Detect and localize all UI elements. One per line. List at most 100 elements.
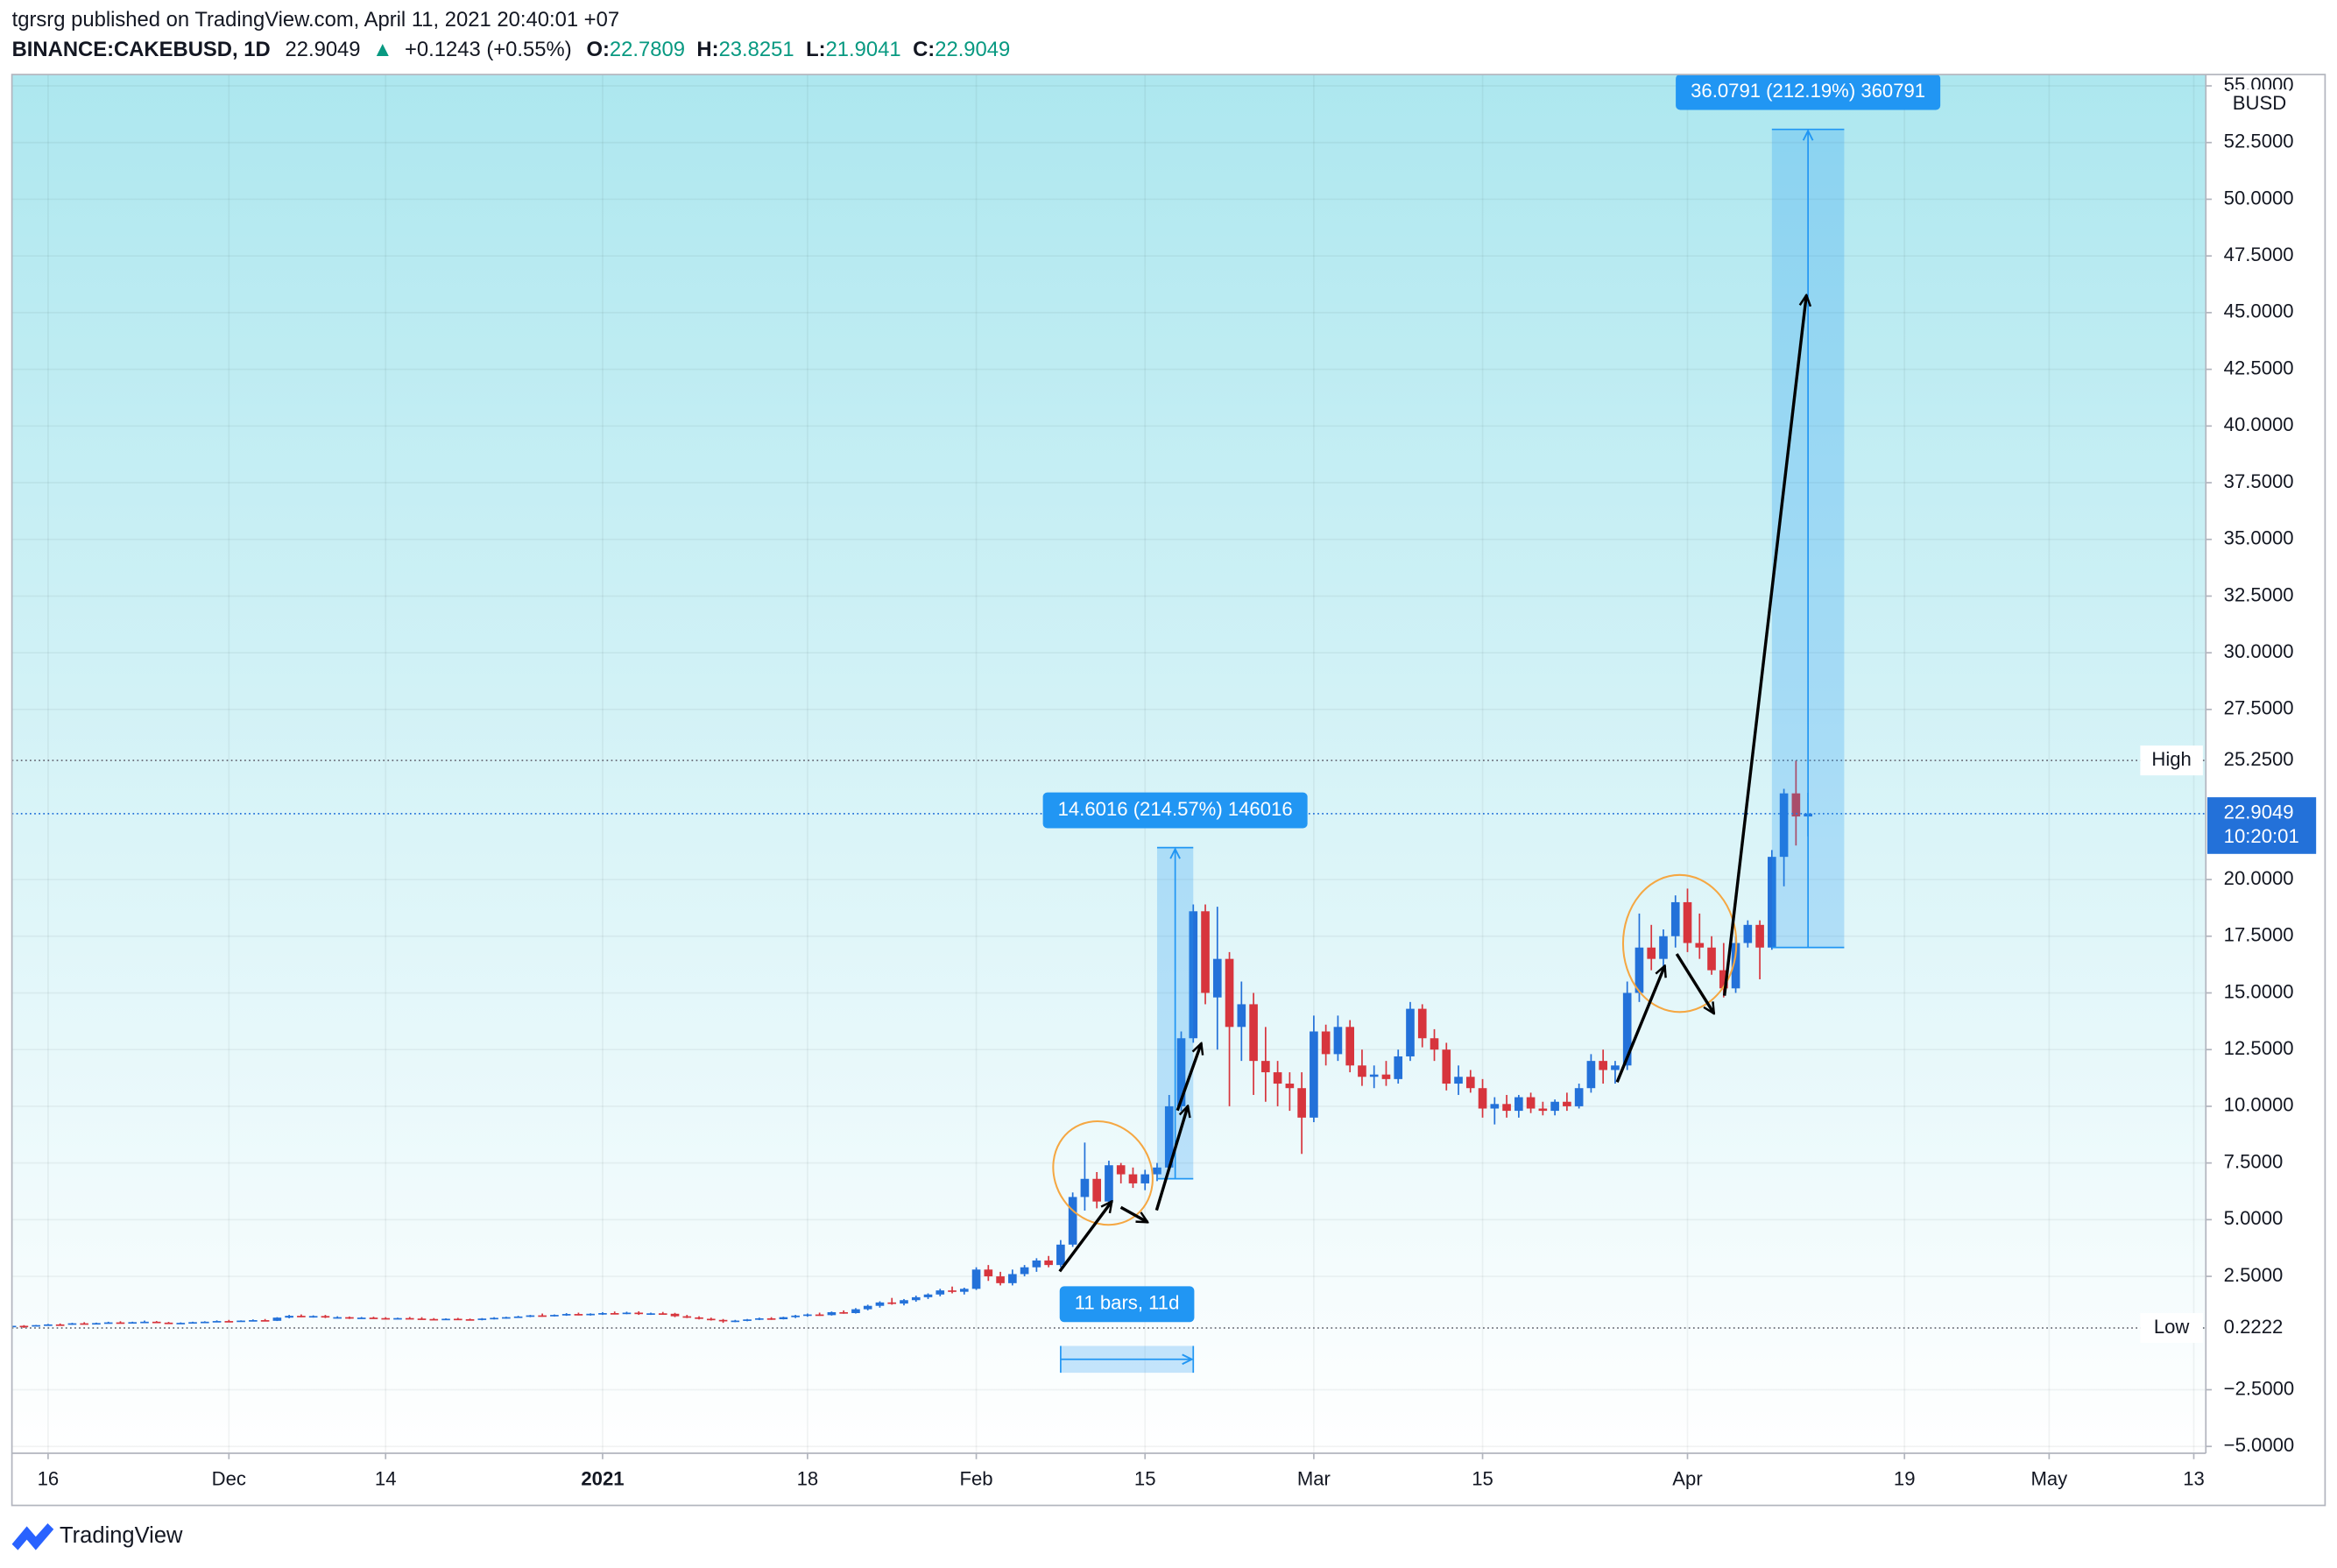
- candle-body: [670, 1313, 680, 1317]
- candle-body: [80, 1323, 88, 1325]
- candle-body: [538, 1315, 547, 1317]
- candle-body: [1550, 1101, 1559, 1112]
- candle-body: [1092, 1178, 1101, 1202]
- change-arrow: ▲: [372, 38, 393, 61]
- candle-body: [502, 1317, 511, 1319]
- currency: BUSD: [2233, 92, 2286, 114]
- candle-body: [1358, 1065, 1366, 1077]
- candle-body: [140, 1321, 149, 1324]
- candle-body: [827, 1311, 837, 1316]
- candle-body: [1237, 1004, 1246, 1028]
- candle-body: [766, 1317, 776, 1320]
- candle-body: [791, 1315, 800, 1317]
- candle-body: [116, 1322, 125, 1324]
- brand-name: TradingView: [60, 1523, 183, 1548]
- candle-body: [224, 1321, 234, 1323]
- candle-body: [1406, 1008, 1415, 1056]
- candle-body: [610, 1313, 619, 1315]
- x-tick-label: 16: [38, 1467, 60, 1489]
- candle-body: [1189, 911, 1198, 1039]
- arrow: [1675, 953, 1714, 1014]
- candle-body: [1201, 911, 1210, 993]
- candle-body: [1563, 1101, 1571, 1106]
- candle-body: [1225, 958, 1234, 1028]
- open-value: 22.7809: [610, 38, 685, 61]
- candle-body: [948, 1290, 957, 1292]
- candle-body: [936, 1290, 945, 1295]
- candle-body: [1153, 1167, 1161, 1175]
- legend-line: BINANCE:CAKEBUSD, 1D 22.9049 ▲ +0.1243 (…: [12, 38, 1011, 61]
- candle-body: [1755, 924, 1764, 948]
- candle-body: [622, 1312, 632, 1315]
- price-line-value-box: [2208, 1313, 2322, 1344]
- high-label: H:: [696, 38, 718, 61]
- candle-body: [1707, 947, 1716, 971]
- brand: TradingView: [11, 1522, 183, 1550]
- candle-body: [851, 1309, 860, 1314]
- x-tick-label: Dec: [212, 1467, 246, 1489]
- candle-body: [839, 1311, 848, 1314]
- candle-body: [1032, 1260, 1041, 1268]
- candle-body: [863, 1305, 872, 1310]
- y-tick-label: 5.0000: [2224, 1207, 2284, 1229]
- y-tick-label: −2.5000: [2224, 1377, 2295, 1399]
- candle-body: [984, 1269, 993, 1277]
- price-line-name: High: [2151, 748, 2191, 770]
- y-tick-label: 10.0000: [2224, 1094, 2294, 1116]
- arrow: [1722, 295, 1807, 996]
- candle-body: [381, 1317, 391, 1320]
- candle-body: [1020, 1267, 1029, 1275]
- candle-body: [1634, 947, 1644, 993]
- x-tick-label: May: [2030, 1467, 2068, 1489]
- candle-body: [682, 1316, 692, 1318]
- candle-body: [405, 1317, 414, 1320]
- candle-body: [11, 1325, 17, 1328]
- candle-body: [1164, 1105, 1174, 1168]
- candle-body: [1574, 1088, 1584, 1106]
- y-tick-label: 7.5000: [2224, 1150, 2284, 1172]
- candle-body: [803, 1314, 812, 1317]
- y-tick-label: 20.0000: [2224, 867, 2294, 889]
- y-tick-label: 2.5000: [2224, 1264, 2284, 1286]
- x-tick-label: 15: [1134, 1467, 1156, 1489]
- candle-body: [574, 1314, 583, 1316]
- candle-body: [1394, 1056, 1403, 1079]
- candle-body: [1791, 793, 1801, 817]
- candle-body: [1369, 1074, 1379, 1077]
- candle-body: [743, 1319, 752, 1321]
- candle-body: [1779, 793, 1789, 858]
- candle-body: [200, 1321, 209, 1324]
- candle-body: [176, 1323, 186, 1324]
- range-label-box: [1059, 1286, 1195, 1323]
- y-tick-label: 45.0000: [2224, 300, 2294, 322]
- candle-body: [453, 1318, 462, 1321]
- candle-body: [586, 1313, 595, 1316]
- x-tick-label: 14: [375, 1467, 397, 1489]
- y-tick-label: 40.0000: [2224, 413, 2294, 435]
- candle-body: [1285, 1084, 1295, 1089]
- candle-body: [1333, 1027, 1343, 1055]
- candle-body: [1502, 1104, 1511, 1112]
- candle-body: [321, 1316, 330, 1318]
- candle-body: [260, 1320, 270, 1322]
- y-tick-label: 15.0000: [2224, 980, 2294, 1002]
- arrow: [1058, 1201, 1112, 1273]
- measure-label-box: [1042, 792, 1308, 829]
- candle-body: [911, 1296, 921, 1301]
- candle-body: [634, 1312, 644, 1315]
- candle-body: [526, 1315, 535, 1317]
- arrow: [1176, 1043, 1201, 1112]
- candle-body: [513, 1316, 523, 1318]
- symbol: BINANCE:CAKEBUSD, 1D: [12, 38, 271, 61]
- candle-body: [731, 1320, 740, 1323]
- x-tick-label: 13: [2183, 1467, 2205, 1489]
- candle-body: [92, 1323, 101, 1325]
- candle-body: [1743, 924, 1753, 943]
- candle-body: [1768, 857, 1776, 948]
- candle-body: [718, 1319, 728, 1322]
- price-line-value: 0.2222: [2224, 1316, 2284, 1338]
- x-tick-label: Mar: [1297, 1467, 1331, 1489]
- price-line-value: 25.2500: [2224, 748, 2294, 770]
